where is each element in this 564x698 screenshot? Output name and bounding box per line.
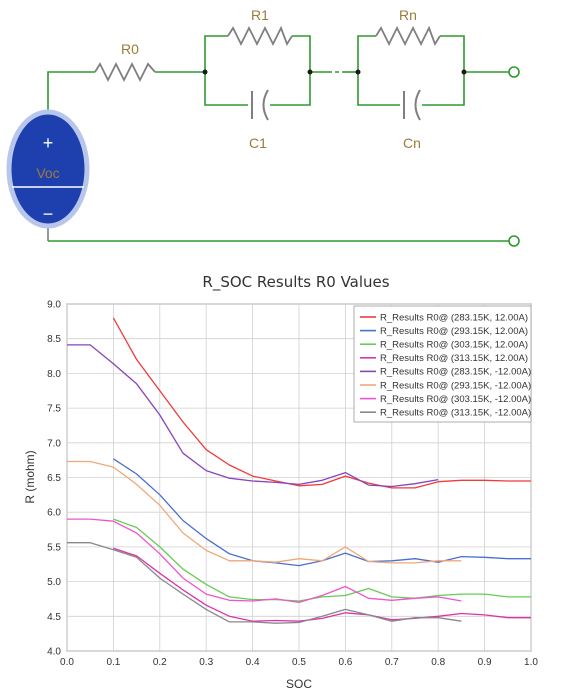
legend-label-0: R_Results R0@ (283.15K, 12.00A) — [380, 312, 528, 323]
y-tick-label: 5.0 — [47, 577, 61, 588]
x-tick-label: 0.2 — [153, 657, 167, 668]
series-line-6 — [67, 518, 462, 604]
node-1 — [202, 69, 208, 75]
source-minus-sign: − — [43, 204, 54, 224]
legend-items: R_Results R0@ (283.15K, 12.00A) R_Results… — [360, 312, 531, 419]
c1-label: C1 — [249, 135, 267, 151]
y-tick-label: 4.0 — [47, 647, 61, 658]
x-tick-label: 0.8 — [431, 657, 445, 668]
resistor-r0 — [94, 61, 156, 83]
y-tick-label: 4.5 — [47, 612, 61, 623]
x-tick-label: 0.1 — [106, 657, 120, 668]
chart-series — [67, 317, 531, 624]
y-tick-label: 5.5 — [47, 542, 61, 553]
r1-label: R1 — [251, 7, 269, 23]
x-tick-label: 0.3 — [199, 657, 213, 668]
y-axis-ticks: 4.0 4.5 5.0 5.5 6.0 6.5 7.0 7.5 8.0 8.5 9.0 — [47, 300, 61, 658]
terminal-top — [508, 66, 520, 78]
circuit-wires — [47, 35, 510, 242]
x-tick-label: 0.5 — [292, 657, 306, 668]
rcn-box — [357, 35, 465, 106]
x-axis-ticks: 0.0 0.1 0.2 0.3 0.4 0.5 0.6 0.7 0.8 0.9 1.0 — [60, 657, 538, 668]
legend: R_Results R0@ (283.15K, 12.00A) R_Results… — [353, 305, 532, 423]
legend-label-1: R_Results R0@ (293.15K, 12.00A) — [380, 326, 528, 337]
resistor-r1 — [227, 25, 293, 47]
legend-label-3: R_Results R0@ (313.15K, 12.00A) — [380, 353, 528, 364]
legend-label-7: R_Results R0@ (313.15K, -12.00A) — [380, 408, 531, 419]
capacitor-c1 — [251, 89, 269, 121]
x-tick-label: 1.0 — [524, 657, 538, 668]
x-tick-label: 0.6 — [338, 657, 352, 668]
r0-values-chart: R_SOC Results R0 Values 0.0 0.1 0.2 0.3 0.4 0… — [23, 273, 538, 691]
series-line-3 — [113, 547, 531, 622]
r0-label: R0 — [121, 41, 139, 57]
x-axis-label: SOC — [286, 677, 312, 691]
legend-label-5: R_Results R0@ (293.15K, -12.00A) — [380, 380, 531, 391]
x-tick-label: 0.0 — [60, 657, 74, 668]
y-tick-label: 6.0 — [47, 508, 61, 519]
node-2 — [307, 69, 313, 75]
rc1-box — [204, 35, 311, 106]
legend-label-4: R_Results R0@ (283.15K, -12.00A) — [380, 367, 531, 378]
series-line-7 — [67, 542, 462, 624]
y-tick-label: 8.0 — [47, 369, 61, 380]
y-axis-label: R (mohm) — [23, 450, 37, 503]
node-4 — [461, 69, 467, 75]
chart-title: R_SOC Results R0 Values — [202, 273, 389, 292]
legend-label-2: R_Results R0@ (303.15K, 12.00A) — [380, 340, 528, 351]
series-line-0 — [112, 317, 531, 489]
y-tick-label: 7.0 — [47, 438, 61, 449]
resistor-rn — [375, 25, 441, 47]
equivalent-circuit-diagram: + − Voc R0 R1 C1 Rn Cn — [6, 7, 520, 247]
x-tick-label: 0.4 — [246, 657, 260, 668]
series-line-2 — [113, 518, 531, 602]
terminal-bottom — [508, 235, 520, 247]
y-tick-label: 6.5 — [47, 473, 61, 484]
x-tick-label: 0.7 — [385, 657, 399, 668]
legend-label-6: R_Results R0@ (303.15K, -12.00A) — [380, 394, 531, 405]
x-tick-label: 0.9 — [478, 657, 492, 668]
series-line-5 — [67, 460, 462, 564]
capacitor-cn — [403, 89, 421, 121]
cn-label: Cn — [403, 135, 421, 151]
source-plus-sign: + — [43, 133, 54, 153]
y-tick-label: 7.5 — [47, 404, 61, 415]
series-line-4 — [67, 344, 439, 488]
voc-label: Voc — [36, 165, 59, 181]
wire-source-to-r0 — [47, 71, 95, 112]
y-tick-label: 8.5 — [47, 334, 61, 345]
legend-box — [353, 305, 532, 423]
node-3 — [355, 69, 361, 75]
y-tick-label: 9.0 — [47, 300, 61, 311]
rn-label: Rn — [399, 7, 417, 23]
voltage-source — [6, 109, 90, 229]
